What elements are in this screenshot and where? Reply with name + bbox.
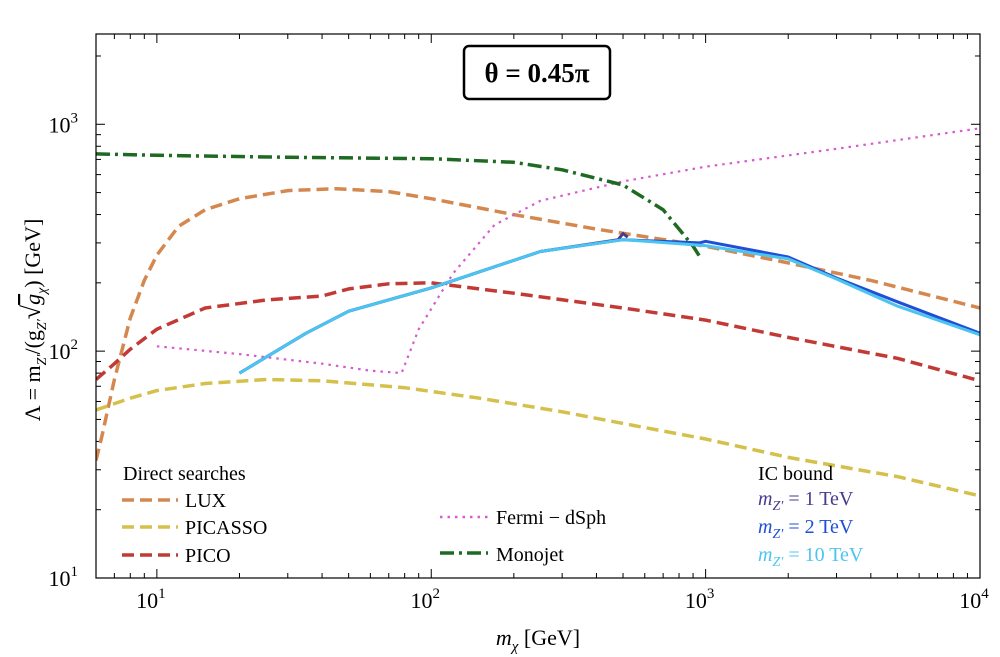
legend-other: Fermi − dSph Monojet bbox=[440, 507, 606, 566]
legend-label-pico: PICO bbox=[185, 545, 231, 567]
x-axis-label-sub: χ bbox=[510, 639, 519, 655]
legend-label-ic-1tev: mZ′ = 1 TeV bbox=[758, 488, 854, 514]
series-line-10-tev bbox=[238, 238, 980, 375]
title-box: θ = 0.45π bbox=[462, 44, 612, 101]
series-line-fermi-dsph bbox=[156, 127, 980, 375]
axis-ticks bbox=[95, 34, 981, 579]
legend-item-monojet: Monojet bbox=[440, 544, 564, 566]
series-line-pico bbox=[96, 281, 980, 383]
y-tick-label: 103 bbox=[49, 110, 79, 137]
legend-direct: Direct searches LUX PICASSO PICO bbox=[122, 463, 267, 567]
series-line-monojet bbox=[96, 152, 701, 258]
series-line-picasso bbox=[96, 377, 980, 498]
legend-label-fermi: Fermi − dSph bbox=[496, 507, 606, 529]
plot-frame bbox=[95, 33, 981, 579]
legend-item-lux: LUX bbox=[122, 490, 227, 512]
x-axis-label-var: m bbox=[496, 625, 512, 650]
legend-label-ic-10tev: mZ′ = 10 TeV bbox=[758, 544, 864, 570]
legend-item-fermi: Fermi − dSph bbox=[440, 507, 606, 529]
series-lines bbox=[96, 127, 980, 498]
chart-title: θ = 0.45π bbox=[484, 58, 589, 88]
x-axis-label-unit: [GeV] bbox=[518, 625, 580, 650]
legend-ic-title: IC bound bbox=[758, 463, 833, 485]
x-axis-label: mχ [GeV] bbox=[496, 625, 580, 655]
legend-item-pico: PICO bbox=[122, 545, 231, 567]
legend-label-lux: LUX bbox=[185, 490, 227, 512]
legend-ic: IC bound mZ′ = 1 TeV mZ′ = 2 TeV mZ′ = 1… bbox=[758, 463, 864, 570]
y-tick-label: 101 bbox=[49, 564, 79, 591]
legend-item-picasso: PICASSO bbox=[122, 517, 267, 539]
legend-label-ic-2tev: mZ′ = 2 TeV bbox=[758, 516, 854, 542]
legend-direct-title: Direct searches bbox=[123, 463, 246, 485]
legend-label-picasso: PICASSO bbox=[185, 517, 267, 539]
x-tick-label: 103 bbox=[685, 586, 715, 613]
y-axis-label-a: Λ = m bbox=[20, 365, 45, 421]
x-tick-label: 102 bbox=[410, 586, 440, 613]
x-tick-label: 101 bbox=[136, 586, 166, 613]
legend-label-monojet: Monojet bbox=[496, 544, 564, 566]
y-axis-label: Λ = mZ′/(gZ′√gχ) [GeV] bbox=[17, 219, 50, 422]
x-tick-label: 104 bbox=[959, 586, 989, 613]
tick-labels: 101 102 103 104 101 102 103 bbox=[49, 110, 990, 613]
y-tick-label: 102 bbox=[49, 337, 79, 364]
series-line-lux bbox=[96, 186, 980, 461]
